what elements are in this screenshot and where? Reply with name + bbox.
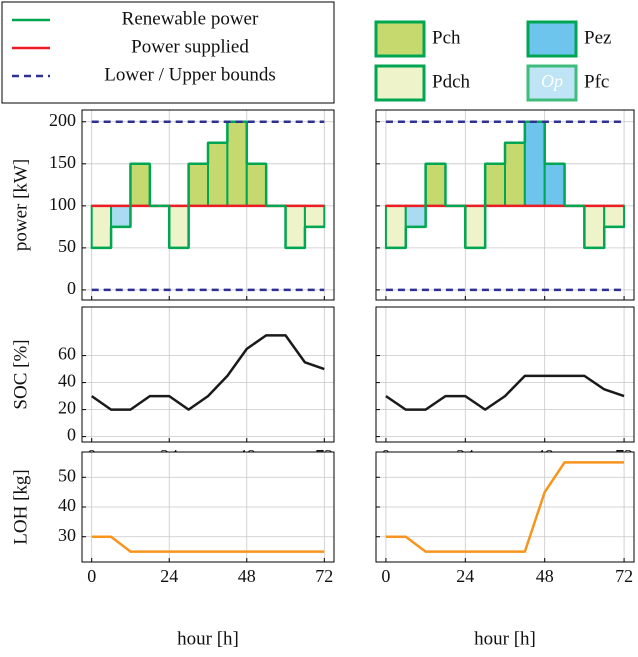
power-fill: [484, 162, 506, 207]
axis-frame: [375, 306, 635, 443]
data-line: [91, 535, 325, 553]
x-tick-label: 72: [315, 566, 333, 586]
y-tick-label: 50: [58, 236, 76, 256]
legend-swatch: [374, 64, 426, 102]
power-fill: [110, 204, 132, 228]
y-tick-label: 40: [58, 371, 76, 391]
data-line: [385, 461, 625, 553]
power-fill: [207, 141, 229, 207]
power-fill: [464, 204, 487, 249]
swatch-text: Op: [541, 71, 563, 91]
power-fill: [129, 162, 151, 207]
power-fill: [523, 120, 546, 207]
power-fill: [603, 204, 626, 228]
legend-label: Pdch: [432, 71, 471, 92]
x-tick-label: 0: [381, 566, 390, 586]
power-fill: [187, 162, 210, 207]
power-fill: [583, 204, 606, 249]
legend-box: [1, 1, 335, 104]
legend-label: Pfc: [584, 71, 609, 92]
y-axis-label: SOC [%]: [10, 339, 31, 409]
x-tick-label: 24: [456, 566, 474, 586]
legend-swatch: [526, 20, 578, 58]
y-tick-label: 50: [58, 465, 76, 485]
y-tick-label: 40: [58, 495, 76, 515]
y-tick-label: 100: [49, 194, 76, 214]
legend-swatch: [526, 64, 578, 102]
x-tick-label: 24: [160, 566, 178, 586]
x-axis-label: hour [h]: [474, 628, 536, 649]
y-axis-label: LOH [kg]: [10, 469, 31, 544]
x-tick-label: 72: [615, 566, 633, 586]
axis-frame: [375, 109, 635, 301]
legend-label: Power supplied: [131, 36, 249, 57]
data-line: [385, 374, 625, 411]
x-tick-label: 48: [536, 566, 554, 586]
axis-frame: [81, 306, 335, 443]
legend-label: Pch: [432, 27, 461, 48]
y-tick-label: 0: [67, 278, 76, 298]
y-tick-label: 60: [58, 344, 76, 364]
power-fill: [90, 204, 113, 249]
power-fill: [504, 141, 526, 207]
axis-frame: [81, 451, 335, 563]
power-fill: [245, 162, 268, 207]
power-fill: [543, 162, 566, 207]
x-tick-label: 0: [87, 566, 96, 586]
y-axis-label: power [kW]: [10, 159, 31, 251]
power-fill: [384, 204, 407, 249]
legend-label: Renewable power: [122, 8, 259, 29]
power-fill: [226, 120, 248, 207]
y-tick-label: 0: [67, 425, 76, 445]
axis-frame: [81, 109, 335, 301]
legend-label: Lower / Upper bounds: [104, 64, 276, 85]
power-fill: [284, 204, 306, 249]
power-fill: [168, 204, 190, 249]
x-tick-label: 48: [238, 566, 256, 586]
axis-frame: [375, 451, 635, 563]
legend-label: Pez: [584, 27, 611, 48]
power-fill: [404, 204, 427, 228]
y-tick-label: 200: [49, 110, 76, 130]
y-tick-label: 30: [58, 525, 76, 545]
legend-swatch: [374, 20, 426, 58]
power-fill: [424, 162, 447, 207]
data-line: [90, 334, 325, 411]
y-tick-label: 20: [58, 398, 76, 418]
plot-area: [82, 307, 334, 442]
x-axis-label: hour [h]: [177, 628, 239, 649]
plot-area: [376, 307, 634, 442]
power-fill: [303, 204, 326, 228]
y-tick-label: 150: [49, 152, 76, 172]
